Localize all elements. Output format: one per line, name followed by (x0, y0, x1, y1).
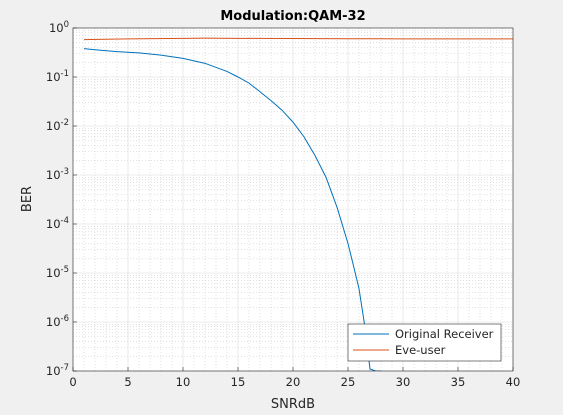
legend-label-eve-user: Eve-user (395, 343, 446, 357)
x-tick-label: 10 (176, 375, 191, 389)
x-tick-labels: 0 5 10 15 20 25 30 35 40 (69, 375, 520, 389)
series-line-eve-user (83, 37, 513, 41)
x-tick-label: 15 (231, 375, 246, 389)
chart-title: Modulation:QAM-32 (220, 9, 365, 24)
x-tick-label: 35 (451, 375, 466, 389)
y-tick-label: 10-7 (46, 363, 69, 378)
y-tick-label: 10-3 (46, 167, 69, 182)
y-tick-label: 10-4 (46, 216, 69, 231)
y-tick-label: 10-2 (46, 118, 69, 133)
x-tick-label: 5 (124, 375, 131, 389)
series-line-original-receiver (83, 48, 381, 371)
y-axis-label: BER (20, 186, 35, 212)
x-tick-label: 0 (69, 375, 76, 389)
x-tick-label: 25 (341, 375, 356, 389)
legend: Original Receiver Eve-user (347, 323, 502, 362)
x-axis-label: SNRdB (271, 397, 315, 412)
x-tick-label: 30 (396, 375, 411, 389)
grid (72, 27, 514, 372)
y-tick-label: 10-6 (46, 314, 69, 329)
y-tick-label: 10-5 (46, 265, 69, 280)
y-tick-labels: 10-7 10-6 10-5 10-4 10-3 10-2 10-1 100 (46, 20, 69, 378)
legend-label-original-receiver: Original Receiver (395, 327, 494, 341)
x-tick-label: 40 (506, 375, 521, 389)
y-tick-label: 100 (49, 20, 69, 35)
x-tick-label: 20 (286, 375, 301, 389)
y-tick-label: 10-1 (46, 69, 69, 84)
series-lines (83, 37, 513, 371)
tick-marks (72, 27, 514, 372)
legend-box (347, 323, 502, 362)
